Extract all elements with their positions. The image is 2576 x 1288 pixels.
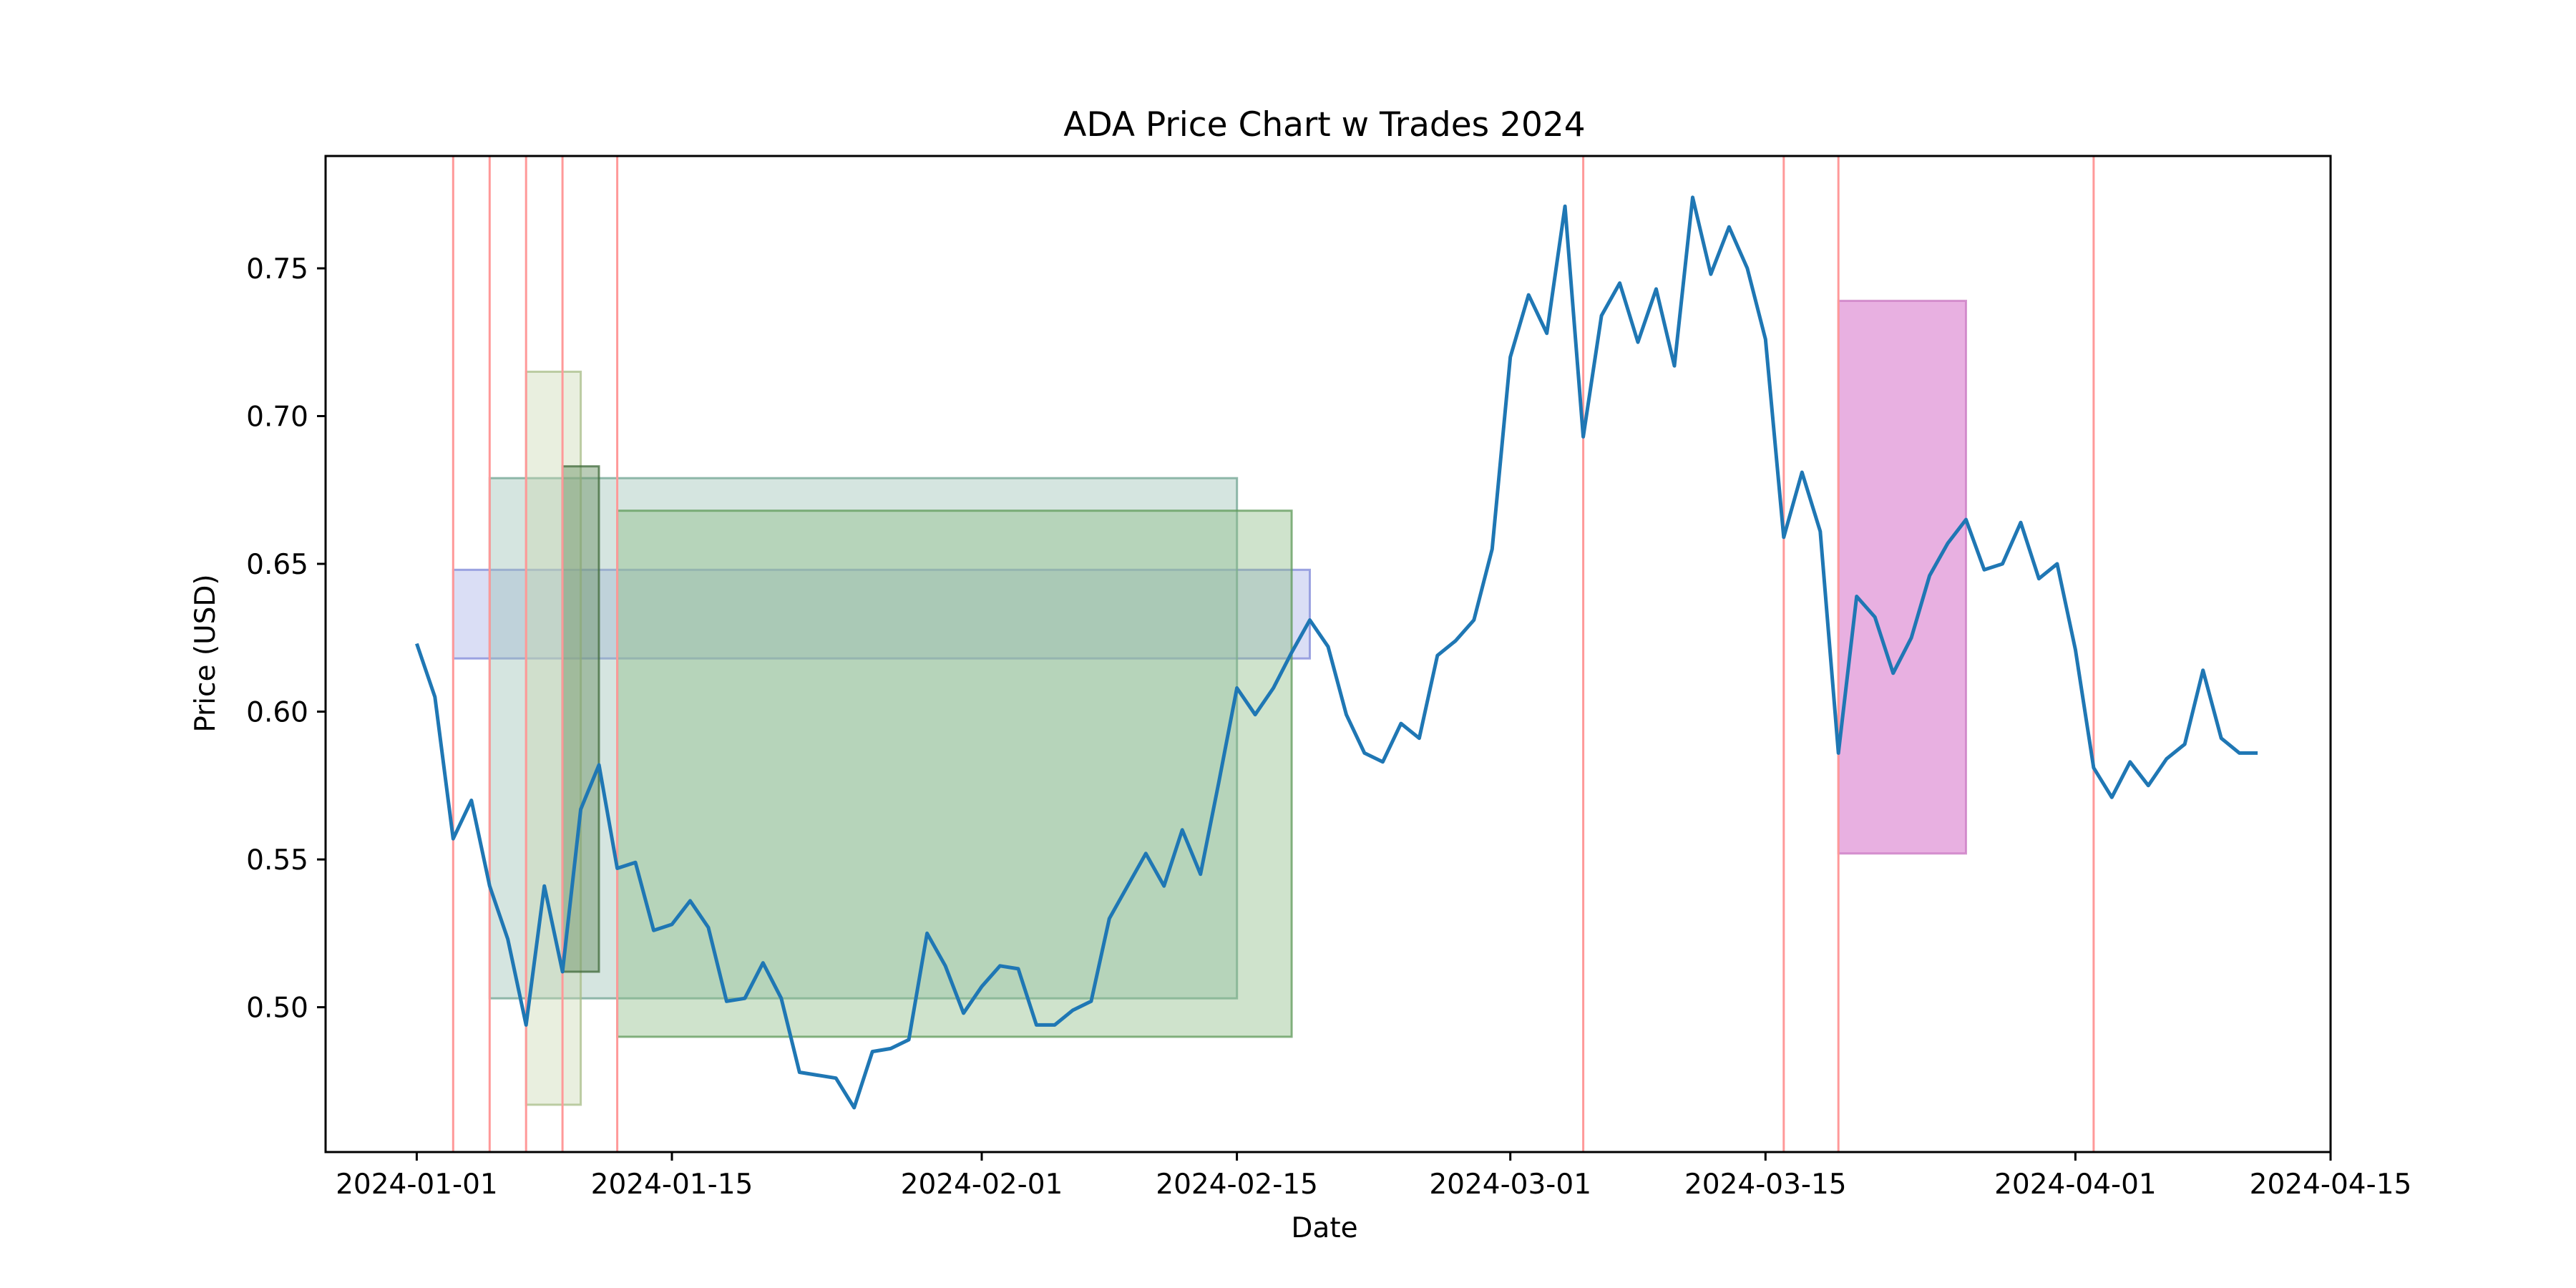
y-tick-label-3: 0.60 — [246, 697, 308, 729]
y-axis-ticks: 0.50 0.55 0.60 0.65 0.70 0.75 — [246, 253, 326, 1025]
trade-range-6 — [1837, 299, 1967, 855]
trade-range-1 — [452, 568, 1311, 660]
trade-markers-layer — [452, 156, 2095, 1152]
x-tick-label-2: 2024-01-15 — [591, 1169, 753, 1201]
plot-frame — [324, 155, 2332, 1153]
y-axis-label: Price (USD) — [190, 574, 222, 732]
trade-range-3 — [525, 371, 582, 1106]
chart-title: ADA Price Chart w Trades 2024 — [1063, 105, 1585, 145]
y-tick-label-6: 0.75 — [246, 253, 308, 286]
x-axis-label: Date — [1291, 1212, 1357, 1244]
x-tick-label-6: 2024-03-15 — [1684, 1169, 1847, 1201]
x-tick-label-3: 2024-02-01 — [901, 1169, 1063, 1201]
price-line — [415, 195, 2258, 1110]
price-line-layer — [415, 195, 2258, 1110]
trade-range-5 — [616, 509, 1293, 1038]
x-tick-label-1: 2024-01-01 — [336, 1169, 498, 1201]
x-tick-label-7: 2024-04-01 — [1994, 1169, 2157, 1201]
trade-range-4 — [561, 465, 600, 973]
x-tick-label-8: 2024-04-15 — [2250, 1169, 2412, 1201]
y-tick-label-2: 0.55 — [246, 844, 308, 877]
y-tick-label-5: 0.70 — [246, 401, 308, 434]
y-tick-label-4: 0.65 — [246, 549, 308, 581]
x-tick-label-4: 2024-02-15 — [1156, 1169, 1318, 1201]
x-axis-ticks: 2024-01-01 2024-01-15 2024-02-01 2024-02-15… — [336, 1152, 2411, 1201]
y-tick-label-1: 0.50 — [246, 992, 308, 1025]
x-tick-label-5: 2024-03-01 — [1429, 1169, 1591, 1201]
